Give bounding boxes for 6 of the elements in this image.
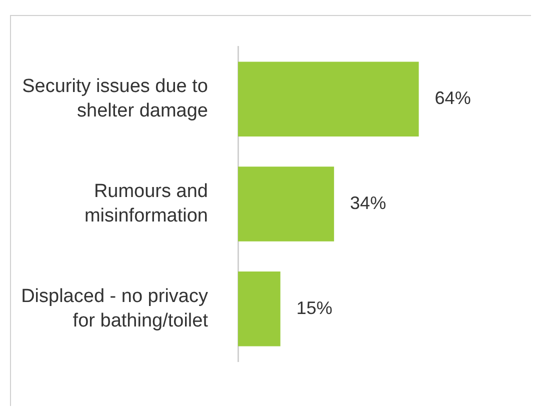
- y-tick-label: Security issues due to shelter damage: [22, 76, 208, 122]
- y-tick-label: Displaced - no privacy for bathing/toilet: [21, 286, 209, 332]
- y-tick-label: Rumours and misinformation: [84, 180, 208, 227]
- data-label: 15%: [296, 298, 332, 318]
- data-label: 34%: [350, 192, 386, 213]
- data-label: 64%: [434, 88, 471, 108]
